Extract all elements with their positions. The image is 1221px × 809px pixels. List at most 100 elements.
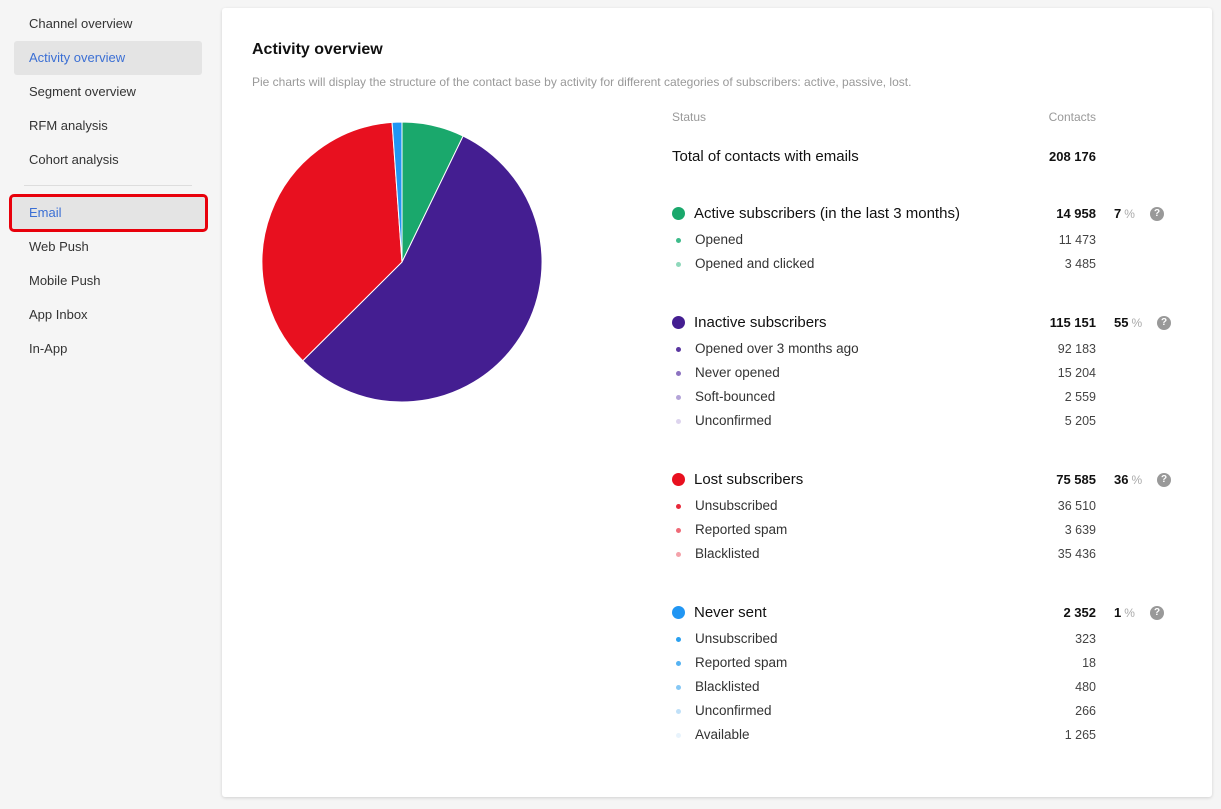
contacts-header: Contacts (1048, 110, 1096, 124)
sub-label: Never opened (695, 365, 780, 380)
sub-value: 92 183 (1057, 342, 1096, 356)
sub-row: Opened and clicked 3 485 (672, 252, 1192, 276)
sub-value: 2 559 (1064, 390, 1096, 404)
group-label: Never sent (694, 604, 767, 621)
sub-label: Reported spam (695, 655, 788, 670)
group-row: Inactive subscribers 115 151 55% ? (672, 309, 1192, 337)
status-header: Status (672, 110, 707, 124)
legend-dot-icon (676, 395, 681, 400)
group-label: Lost subscribers (694, 471, 804, 488)
pie-slice-inactive[interactable] (302, 135, 543, 403)
legend-dot-icon (676, 733, 681, 738)
legend-dot-icon (676, 419, 681, 424)
legend-dot-icon (676, 262, 681, 267)
sub-row: Unsubscribed 36 510 (672, 494, 1192, 518)
sub-label: Unsubscribed (695, 631, 778, 646)
table-header: Status Contacts (672, 110, 1192, 130)
question-circle-icon[interactable]: ? (1157, 473, 1171, 487)
legend-dot-icon (676, 371, 681, 376)
percent-value: 55 (1114, 315, 1129, 330)
status-group: Inactive subscribers 115 151 55% ? Opene… (672, 309, 1192, 433)
sidebar-item-rfm-analysis[interactable]: RFM analysis (29, 118, 108, 133)
sidebar: Channel overview Activity overview Segment… (0, 0, 220, 809)
legend-dot-icon (672, 316, 685, 329)
sub-value: 11 473 (1058, 233, 1096, 247)
sub-label: Available (695, 727, 750, 742)
legend-dot-icon (676, 238, 681, 243)
legend-dot-icon (676, 637, 681, 642)
sub-row: Unconfirmed 5 205 (672, 409, 1192, 433)
status-group: Never sent 2 352 1% ? Unsubscribed 323 R… (672, 599, 1192, 747)
question-circle-icon[interactable]: ? (1150, 606, 1164, 620)
pie-slice-never[interactable] (391, 121, 403, 263)
activity-table: Status Contacts Total of contacts with e… (672, 110, 1192, 780)
group-value: 75 585 (1056, 472, 1096, 487)
percent-unit: % (1124, 207, 1135, 221)
sub-row: Never opened 15 204 (672, 361, 1192, 385)
sub-value: 15 204 (1057, 366, 1096, 380)
sub-label: Opened (695, 232, 744, 247)
page-title: Activity overview (252, 41, 383, 58)
sub-label: Reported spam (695, 522, 788, 537)
sidebar-item-in-app[interactable]: In-App (29, 341, 68, 356)
sub-value: 3 639 (1064, 523, 1096, 537)
sub-value: 480 (1075, 680, 1096, 694)
sub-label: Opened over 3 months ago (695, 341, 859, 356)
sub-row: Unsubscribed 323 (672, 627, 1192, 651)
percent-unit: % (1124, 606, 1135, 620)
legend-dot-icon (676, 661, 681, 666)
sidebar-item-activity-overview[interactable]: Activity overview (14, 41, 202, 75)
sidebar-item-cohort-analysis[interactable]: Cohort analysis (29, 152, 119, 167)
sidebar-item-email[interactable]: Email (9, 194, 208, 232)
sub-value: 323 (1075, 632, 1096, 646)
sub-value: 1 265 (1064, 728, 1096, 742)
percent-value: 7 (1114, 206, 1122, 221)
sidebar-item-segment-overview[interactable]: Segment overview (29, 84, 136, 99)
percent-value: 36 (1114, 472, 1129, 487)
sub-label: Unsubscribed (695, 498, 778, 513)
group-row: Lost subscribers 75 585 36% ? (672, 466, 1192, 494)
sub-label: Soft-bounced (695, 389, 776, 404)
status-group: Active subscribers (in the last 3 months… (672, 200, 1192, 276)
percent-unit: % (1131, 473, 1143, 487)
sidebar-item-mobile-push[interactable]: Mobile Push (29, 273, 101, 288)
group-row: Active subscribers (in the last 3 months… (672, 200, 1192, 228)
sub-row: Reported spam 3 639 (672, 518, 1192, 542)
legend-dot-icon (672, 473, 685, 486)
sub-row: Blacklisted 480 (672, 675, 1192, 699)
group-percent: 7% (1114, 200, 1135, 228)
pie-chart (261, 121, 543, 403)
sidebar-item-app-inbox[interactable]: App Inbox (29, 307, 88, 322)
sub-row: Opened over 3 months ago 92 183 (672, 337, 1192, 361)
group-percent: 55% (1114, 309, 1142, 337)
sub-value: 266 (1075, 704, 1096, 718)
question-circle-icon[interactable]: ? (1157, 316, 1171, 330)
total-value: 208 176 (1049, 149, 1096, 164)
group-label: Inactive subscribers (694, 314, 827, 331)
percent-value: 1 (1114, 605, 1122, 620)
group-percent: 1% (1114, 599, 1135, 627)
question-circle-icon[interactable]: ? (1150, 207, 1164, 221)
sub-label: Opened and clicked (695, 256, 815, 271)
sub-row: Blacklisted 35 436 (672, 542, 1192, 566)
page-description: Pie charts will display the structure of… (252, 75, 912, 89)
legend-dot-icon (676, 552, 681, 557)
group-percent: 36% (1114, 466, 1142, 494)
sub-row: Soft-bounced 2 559 (672, 385, 1192, 409)
group-label: Active subscribers (in the last 3 months… (694, 205, 960, 222)
sidebar-item-web-push[interactable]: Web Push (29, 239, 89, 254)
pie-slice-lost[interactable] (261, 121, 403, 362)
sidebar-divider (24, 185, 192, 186)
group-value: 14 958 (1056, 206, 1096, 221)
sub-value: 35 436 (1057, 547, 1096, 561)
group-row: Never sent 2 352 1% ? (672, 599, 1192, 627)
legend-dot-icon (672, 606, 685, 619)
sidebar-item-channel-overview[interactable]: Channel overview (29, 16, 133, 31)
total-label: Total of contacts with emails (672, 148, 859, 165)
sub-row: Available 1 265 (672, 723, 1192, 747)
sub-value: 5 205 (1064, 414, 1096, 428)
sub-row: Unconfirmed 266 (672, 699, 1192, 723)
sub-value: 36 510 (1057, 499, 1096, 513)
sub-label: Unconfirmed (695, 703, 772, 718)
legend-dot-icon (672, 207, 685, 220)
